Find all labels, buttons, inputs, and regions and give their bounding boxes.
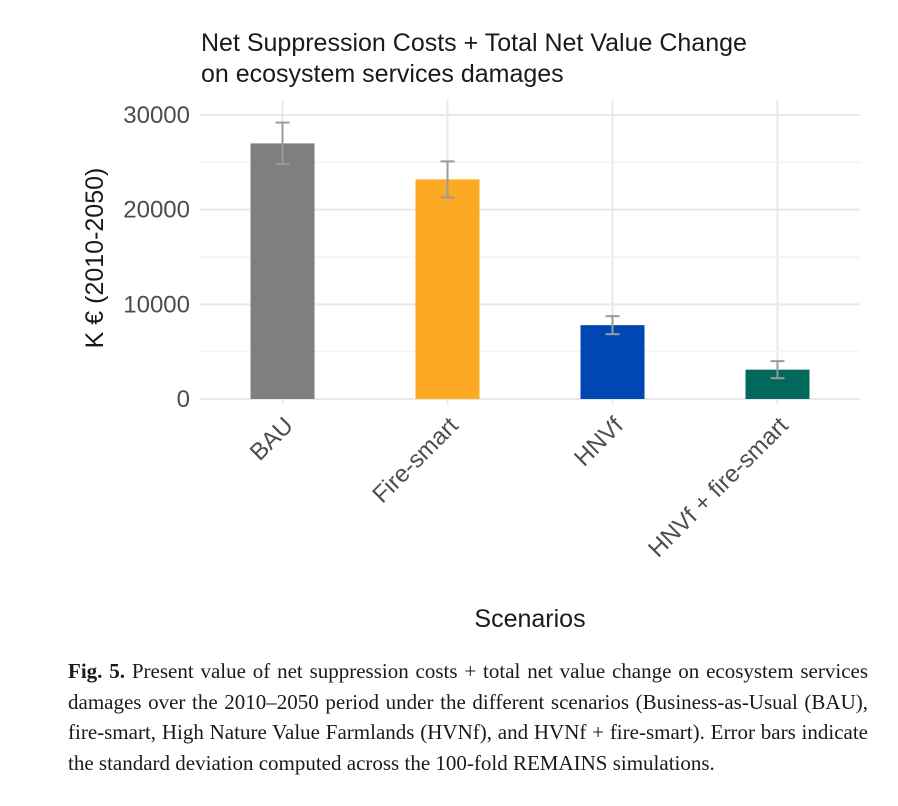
y-tick-label: 30000	[123, 102, 190, 129]
x-tick-label: HNVf	[569, 412, 629, 472]
bar	[250, 143, 315, 399]
y-axis-tick-labels: 0 10000 20000 30000	[123, 102, 190, 413]
figure-caption-text: Present value of net suppression costs +…	[68, 659, 869, 775]
figure-label: Fig. 5.	[68, 659, 125, 683]
x-tick-label: BAU	[245, 412, 299, 466]
y-tick-label: 10000	[123, 291, 190, 318]
error-bar	[605, 315, 620, 336]
error-bar	[440, 160, 455, 199]
figure-caption: Fig. 5. Present value of net suppression…	[68, 656, 868, 778]
x-tick-label: Fire-smart	[367, 412, 464, 509]
y-tick-label: 20000	[123, 197, 190, 224]
bar	[580, 325, 645, 399]
chart-title-line-2: on ecosystem services damages	[201, 60, 564, 88]
bar-chart: Net Suppression Costs + Total Net Value …	[81, 29, 860, 633]
error-bar	[275, 121, 290, 166]
x-tick-label: HNVf + fire-smart	[643, 412, 794, 563]
x-axis-tick-labels: BAU Fire-smart HNVf HNVf + fire-smart	[245, 412, 794, 563]
bars-group	[250, 143, 810, 399]
y-tick-label: 0	[177, 386, 190, 413]
error-bar	[770, 360, 785, 380]
bar	[415, 179, 480, 399]
y-axis-title: K € (2010-2050)	[81, 168, 109, 349]
chart-title-line-1: Net Suppression Costs + Total Net Value …	[201, 29, 747, 57]
error-bars-group	[275, 121, 785, 380]
x-axis-title: Scenarios	[474, 605, 585, 633]
